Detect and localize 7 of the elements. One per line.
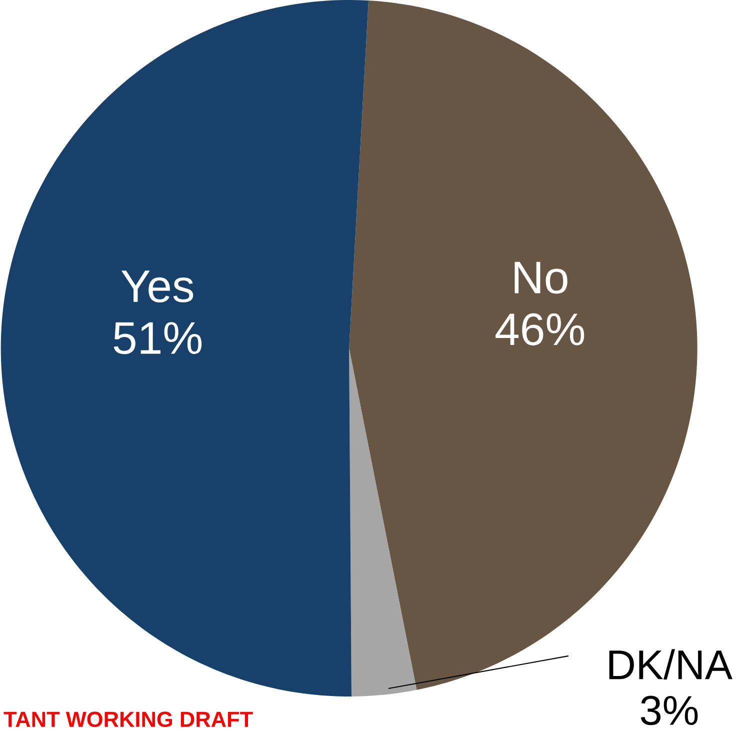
- text: TANT WORKING DRAFT: [4, 712, 253, 728]
- slice-label: No: [514, 262, 568, 294]
- data-label: 3%: [640, 696, 698, 726]
- slice-label: DK/NA: [609, 649, 732, 680]
- slice-label: Yes: [121, 270, 194, 303]
- data-label: 46%: [496, 313, 584, 346]
- data-label: 51%: [114, 322, 202, 354]
